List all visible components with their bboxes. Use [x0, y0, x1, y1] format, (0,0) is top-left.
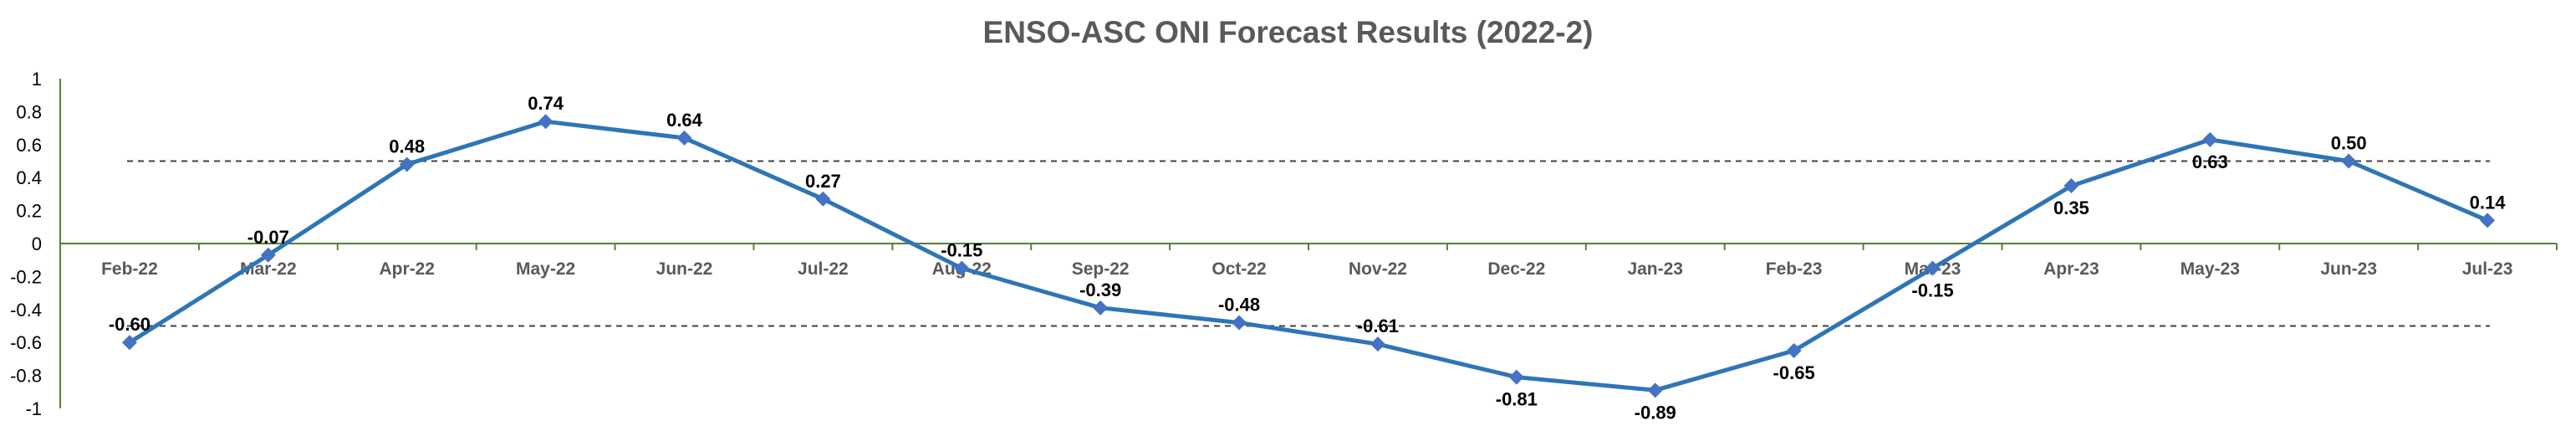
y-tick-label: 1 — [32, 69, 42, 90]
y-tick-label: -1 — [25, 398, 42, 419]
data-label: 0.64 — [666, 110, 703, 131]
data-label: 0.48 — [389, 136, 425, 156]
x-tick-label: Jan-23 — [1627, 259, 1683, 279]
data-point-marker — [1232, 315, 1247, 331]
y-tick-label: -0.2 — [10, 266, 42, 287]
data-point-marker — [2063, 178, 2079, 194]
data-label: -0.48 — [1218, 295, 1260, 316]
data-point-marker — [1370, 336, 1385, 352]
x-tick-label: May-22 — [516, 259, 575, 279]
x-tick-label: Nov-22 — [1349, 259, 1407, 279]
x-tick-label: Feb-22 — [101, 259, 158, 279]
y-tick-label: -0.4 — [10, 300, 42, 321]
data-point-marker — [1925, 260, 1941, 276]
data-label: 0.35 — [2053, 198, 2089, 218]
data-point-marker — [1508, 369, 1524, 385]
data-point-marker — [1786, 343, 1802, 359]
x-tick-label: Sep-22 — [1072, 259, 1130, 279]
x-tick-label: Oct-22 — [1211, 259, 1266, 279]
data-point-marker — [538, 114, 553, 130]
x-tick-label: May-23 — [2181, 259, 2240, 279]
y-tick-label: 0.6 — [16, 135, 42, 156]
y-tick-label: 0.2 — [16, 201, 42, 222]
data-label: 0.27 — [805, 171, 841, 192]
data-label: -0.15 — [1911, 280, 1953, 301]
data-label: -0.60 — [109, 314, 150, 335]
data-label: 0.50 — [2331, 133, 2367, 154]
data-point-marker — [2341, 153, 2357, 169]
data-label: -0.15 — [941, 240, 982, 261]
chart-title: ENSO-ASC ONI Forecast Results (2022-2) — [982, 15, 1594, 49]
data-label: -0.07 — [247, 227, 289, 248]
series-line — [128, 119, 2489, 393]
y-tick-label: 0.8 — [16, 101, 42, 122]
data-label: -0.81 — [1496, 389, 1538, 410]
data-point-marker — [260, 247, 276, 263]
data-label: -0.61 — [1357, 316, 1399, 336]
x-tick-label: Jun-23 — [2320, 259, 2377, 279]
x-tick-label: Jul-22 — [798, 259, 849, 279]
data-label: -0.39 — [1079, 280, 1121, 300]
y-tick-label: -0.6 — [10, 332, 42, 353]
x-tick-label: Jul-23 — [2462, 259, 2513, 279]
y-tick-label: 0 — [32, 233, 42, 254]
data-point-marker — [2202, 131, 2218, 147]
x-tick-label: Apr-23 — [2043, 259, 2099, 279]
data-point-marker — [399, 156, 415, 172]
data-label: 0.14 — [2470, 192, 2507, 213]
data-point-marker — [1647, 382, 1663, 398]
x-tick-label: Feb-23 — [1766, 259, 1823, 279]
data-point-marker — [2480, 213, 2496, 228]
x-tick-label: Jun-22 — [656, 259, 713, 279]
data-point-marker — [121, 335, 137, 351]
y-tick-label: -0.8 — [10, 366, 42, 387]
data-label: -0.89 — [1635, 402, 1676, 423]
data-label: -0.65 — [1773, 362, 1815, 383]
data-label: 0.63 — [2192, 151, 2228, 172]
y-tick-label: 0.4 — [16, 167, 42, 188]
data-point-marker — [954, 260, 970, 276]
x-tick-label: Dec-22 — [1487, 259, 1545, 279]
data-label: 0.74 — [528, 93, 564, 114]
data-point-marker — [676, 130, 692, 146]
data-point-marker — [815, 191, 831, 207]
x-tick-label: Apr-22 — [379, 259, 435, 279]
data-point-marker — [1093, 300, 1109, 316]
